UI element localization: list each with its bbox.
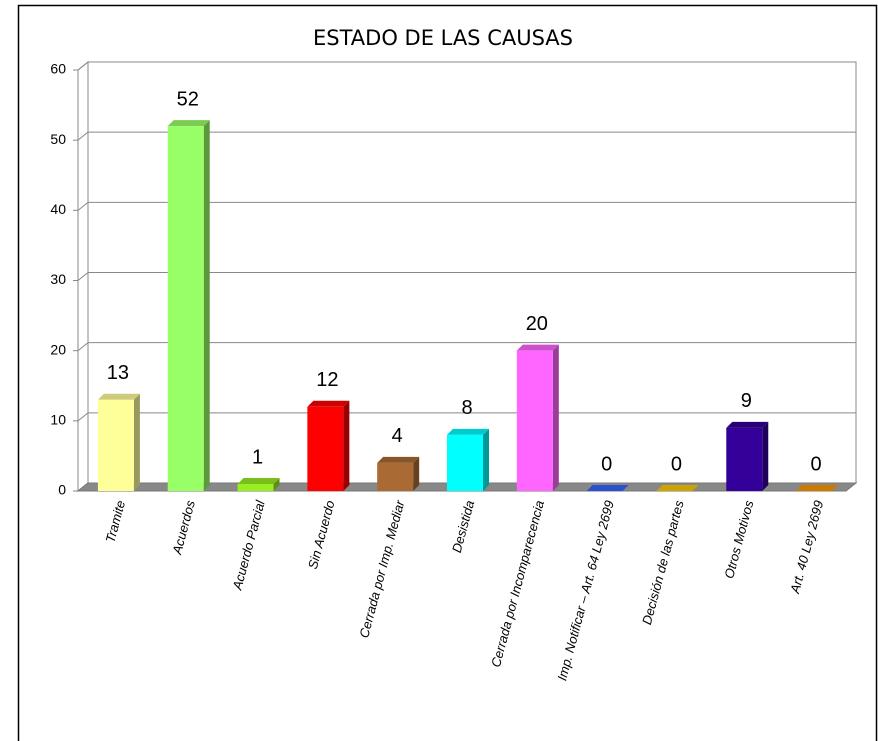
bar xyxy=(307,406,344,491)
grid-line-side xyxy=(77,342,89,352)
bar xyxy=(726,427,763,491)
bar-side xyxy=(483,428,489,491)
data-label: 13 xyxy=(107,362,129,384)
chart-title: ESTADO DE LAS CAUSAS xyxy=(313,26,573,50)
bar-top xyxy=(237,477,280,484)
y-tick-label: 20 xyxy=(50,341,66,357)
grid-line-side xyxy=(77,131,89,141)
bar xyxy=(447,434,483,491)
bar-side xyxy=(413,456,420,491)
y-tick-label: 10 xyxy=(50,412,66,428)
bar xyxy=(377,462,414,491)
y-tick-label: 60 xyxy=(50,61,66,77)
bar xyxy=(97,399,134,491)
bar-top xyxy=(97,393,140,400)
y-tick-label: 0 xyxy=(58,482,66,498)
grid-line-side xyxy=(77,272,89,281)
bar-top xyxy=(726,421,769,428)
data-label: 9 xyxy=(741,390,752,412)
bar-top xyxy=(796,485,839,491)
data-label: 20 xyxy=(526,313,548,335)
bar-top xyxy=(167,120,210,127)
bar xyxy=(167,126,204,491)
data-label: 0 xyxy=(671,453,682,475)
data-label: 0 xyxy=(601,453,612,475)
data-label: 8 xyxy=(461,397,472,419)
bar-top xyxy=(307,400,350,407)
bar-side xyxy=(203,120,210,491)
bar-top xyxy=(377,456,420,463)
bar-top xyxy=(516,344,559,351)
bar-top xyxy=(447,428,489,435)
y-tick-label: 50 xyxy=(50,131,66,147)
bar-top xyxy=(586,485,629,491)
data-label: 0 xyxy=(811,453,822,475)
bar-side xyxy=(343,400,350,491)
bar xyxy=(516,350,553,491)
grid-line-side xyxy=(77,61,89,71)
bar-side xyxy=(273,477,280,491)
data-label: 12 xyxy=(316,369,338,391)
bar-side xyxy=(552,344,559,491)
grid-line-side xyxy=(77,412,89,422)
y-tick-label: 40 xyxy=(50,201,66,217)
data-label: 4 xyxy=(392,425,403,447)
bar-top xyxy=(656,485,699,491)
data-label: 52 xyxy=(177,88,199,110)
y-tick-label: 30 xyxy=(50,271,66,287)
bar-side xyxy=(762,421,769,491)
data-label: 1 xyxy=(252,446,263,468)
bar xyxy=(237,483,274,491)
grid-line-side xyxy=(77,201,89,211)
bar-side xyxy=(133,393,140,491)
